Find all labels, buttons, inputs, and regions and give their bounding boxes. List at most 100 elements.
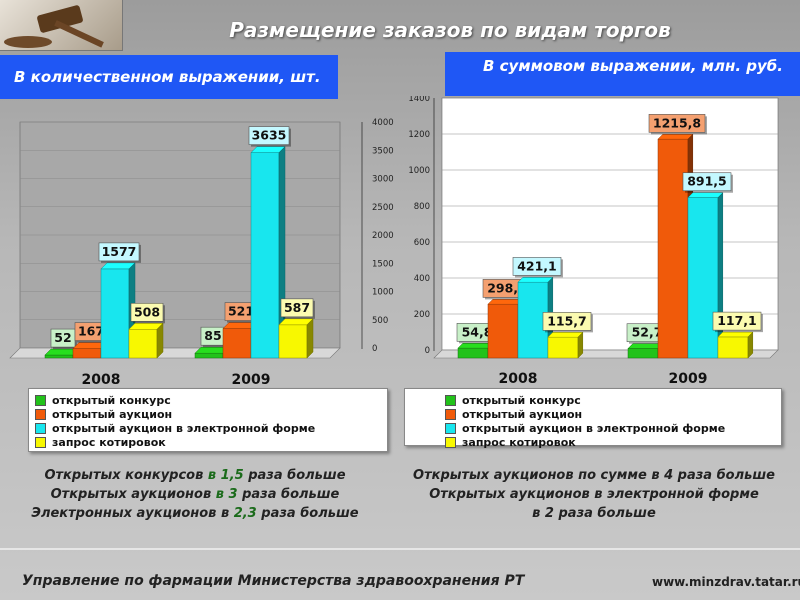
y-tick-label: 0 <box>372 344 377 354</box>
legend-label: открытый конкурс <box>462 393 581 407</box>
data-label: 508 <box>134 304 160 319</box>
data-label: 52,7 <box>632 325 663 340</box>
legend-label: открытый аукцион <box>462 407 583 421</box>
legend-item-yellow: запрос котировок <box>35 435 381 449</box>
data-label: 891,5 <box>687 174 727 189</box>
notes-right: Открытых аукционов по сумме в 4 раза бол… <box>398 466 790 523</box>
note-line: Электронных аукционов в 2,3 раза больше <box>31 506 359 521</box>
note-line: Открытых аукционов в электронной форме <box>429 487 759 502</box>
data-label: 167 <box>78 324 104 339</box>
note-line: Открытых аукционов в 3 раза больше <box>50 487 340 502</box>
y-tick-label: 2500 <box>372 203 394 213</box>
y-tick-label: 500 <box>372 316 388 326</box>
page-title: Размещение заказов по видам торгов <box>229 18 671 42</box>
chart-header-quantity: В количественном выражении, шт. <box>0 55 338 99</box>
data-label: 421,1 <box>517 258 557 273</box>
legend-label: открытый аукцион в электронной форме <box>462 421 726 435</box>
bar-top <box>627 343 664 349</box>
bar <box>627 348 659 359</box>
y-tick-label: 200 <box>414 310 430 320</box>
legend-item-cyan: открытый аукцион в электронной форме <box>445 421 775 435</box>
data-label-box <box>682 172 732 192</box>
y-tick-label: 1500 <box>372 259 394 269</box>
bar <box>547 336 579 359</box>
chart-header-sum: В суммовом выражении, млн. руб. <box>445 52 800 96</box>
data-label-box <box>280 298 314 318</box>
legend-swatch <box>445 422 456 434</box>
y-tick-label: 800 <box>414 202 430 212</box>
data-label: 117,1 <box>717 313 757 328</box>
y-tick-label: 2000 <box>372 231 394 241</box>
data-label: 115,7 <box>547 313 587 328</box>
data-label: 1577 <box>102 244 137 259</box>
data-label-box <box>98 242 140 262</box>
legend-item-orange: открытый аукцион <box>445 407 775 421</box>
bar-side <box>156 322 164 359</box>
bar <box>657 138 689 359</box>
x-category-label: 2008 <box>82 372 121 388</box>
bar-top <box>687 192 724 198</box>
bar-top <box>657 134 694 140</box>
note-line: Открытых аукционов по сумме в 4 раза бол… <box>413 468 775 483</box>
bar-top <box>547 332 584 338</box>
gavel-logo <box>0 0 123 51</box>
bar-side <box>306 318 314 359</box>
legend-label: запрос котировок <box>462 435 576 449</box>
legend-sum: открытый конкурс открытый аукцион открыт… <box>404 388 782 449</box>
x-category-label: 2009 <box>232 372 271 388</box>
notes-left: Открытых конкурсов в 1,5 раза больше Отк… <box>10 466 380 523</box>
data-label-box <box>542 312 592 331</box>
sum-chart: 0 200 400 600 800 1000 1200 1400 54,8 298,9 421,1 1… <box>408 96 779 387</box>
legend-item-orange: открытый аукцион <box>35 407 381 421</box>
legend-label: запрос котировок <box>52 435 166 449</box>
footer-org: Управление по фармации Министерства здра… <box>22 573 525 589</box>
legend-swatch <box>445 436 456 448</box>
x-category-label: 2009 <box>669 371 708 387</box>
data-label-box <box>712 311 762 331</box>
y-tick-label: 4000 <box>372 118 394 128</box>
legend-label: открытый аукцион в электронной форме <box>52 421 316 435</box>
legend-swatch <box>35 422 46 434</box>
y-tick-label: 1000 <box>408 166 430 176</box>
legend-item-cyan: открытый аукцион в электронной форме <box>35 421 381 435</box>
data-label: 298,9 <box>487 280 527 295</box>
footer-divider <box>0 548 800 550</box>
data-label: 54,8 <box>462 324 493 339</box>
y-tick-label: 1000 <box>372 288 394 298</box>
gavel-icon <box>4 5 104 48</box>
legend-label: открытый аукцион <box>52 407 173 421</box>
legend-item-green: открытый конкурс <box>445 393 775 407</box>
bar-top <box>487 299 524 305</box>
bar <box>457 347 489 359</box>
note-line: в 2 раза больше <box>532 506 656 521</box>
bar <box>687 197 719 359</box>
y-tick-label: 3500 <box>372 146 394 156</box>
data-label-box <box>512 257 562 276</box>
footer-url[interactable]: www.minzdrav.tatar.ru <box>652 575 800 589</box>
quantity-chart: 0 500 1000 1500 2000 2500 3000 3500 4000 52 167 157… <box>9 118 394 388</box>
bar <box>194 352 224 359</box>
bar-top <box>457 343 494 349</box>
legend-quantity: открытый конкурс открытый аукцион открыт… <box>28 388 388 452</box>
y-tick-label: 1200 <box>408 130 430 140</box>
bar-top <box>517 277 554 283</box>
bar <box>278 324 308 359</box>
legend-swatch <box>35 436 46 448</box>
data-label: 587 <box>284 300 310 315</box>
data-label-box <box>248 126 290 145</box>
y-tick-label: 600 <box>414 238 430 248</box>
y-tick-label: 3000 <box>372 175 394 185</box>
legend-swatch <box>35 408 46 420</box>
y-tick-label: 0 <box>425 346 430 356</box>
legend-item-green: открытый конкурс <box>35 393 381 407</box>
bar <box>717 336 749 359</box>
data-label-box <box>130 302 164 322</box>
data-label: 85 <box>204 328 221 343</box>
bar <box>44 354 74 359</box>
x-category-label: 2008 <box>499 371 538 387</box>
bar <box>487 303 519 359</box>
bar-side <box>577 331 584 359</box>
legend-label: открытый конкурс <box>52 393 171 407</box>
data-label: 1215,8 <box>653 115 701 130</box>
legend-swatch <box>445 394 456 406</box>
